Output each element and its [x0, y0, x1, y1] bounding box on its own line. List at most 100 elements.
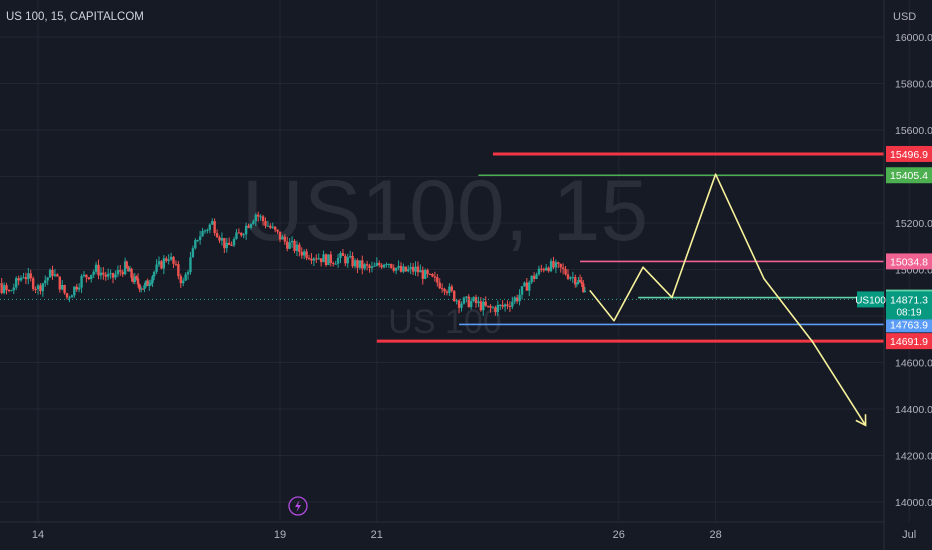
candle-body [566, 274, 570, 279]
candle-body [144, 280, 148, 286]
current-price-badge [886, 291, 932, 320]
candle-body [416, 266, 420, 273]
candle-body [380, 265, 383, 268]
projection-arrowhead [855, 414, 867, 427]
candle-body [431, 273, 434, 277]
candle-body [363, 264, 366, 269]
candle-body [201, 230, 204, 237]
candle-body [496, 305, 499, 313]
candle-body [409, 266, 412, 270]
projection-zigzag[interactable] [589, 173, 867, 426]
candle-body [257, 214, 260, 217]
candle-body [220, 238, 224, 241]
candle-body [307, 257, 311, 259]
candle-body [324, 254, 328, 266]
time-tick-label: 14 [32, 529, 44, 541]
candle-body [237, 232, 241, 234]
candle-body [457, 300, 461, 308]
candle-body [203, 230, 207, 232]
price-tick-label: 15200.0 [895, 218, 932, 230]
candle-body [348, 255, 352, 258]
candle-body [479, 301, 483, 311]
candle-body [140, 288, 143, 290]
candle-body [334, 263, 337, 265]
candle-body [165, 258, 168, 261]
time-tick-label: 21 [371, 529, 383, 541]
candle-body [242, 234, 245, 236]
candle-body [385, 264, 388, 266]
candle-body [97, 264, 100, 276]
candle-body [317, 258, 320, 260]
candle-body [240, 232, 243, 236]
chart-symbol-title[interactable]: US 100, 15, CAPITALCOM [6, 11, 144, 23]
candle-body [143, 285, 146, 289]
candle-body [312, 258, 316, 261]
candle-body [278, 231, 282, 240]
candle-body [68, 297, 71, 299]
candle-body [525, 282, 529, 291]
price-tick-label: 14600.0 [895, 358, 932, 370]
candle-body [358, 260, 362, 268]
candle-body [225, 242, 228, 249]
candle-body [179, 276, 182, 284]
candle-body [542, 268, 545, 271]
candle-body [375, 263, 378, 266]
candle-body [419, 270, 422, 273]
candle-body [571, 277, 575, 279]
price-axis[interactable]: 14000.014200.014400.014600.014800.015000… [883, 0, 932, 550]
candle-body [518, 294, 521, 302]
lightning-icon[interactable] [288, 496, 308, 516]
candle-body [177, 264, 180, 277]
candle-body [87, 277, 91, 279]
resistance-red-top-badge [886, 145, 932, 162]
candle-body [506, 304, 509, 307]
candle-body [152, 271, 156, 277]
candle-body [319, 258, 323, 263]
candle-body [174, 263, 178, 265]
candle-body [232, 238, 236, 246]
candle-body [341, 253, 345, 256]
candle-body [266, 225, 270, 227]
candle-body [141, 288, 145, 290]
candle-body [92, 271, 95, 275]
candle-body [148, 284, 151, 286]
time-tick-label: Jul [902, 529, 916, 541]
candle-body [5, 285, 8, 291]
candle-body [392, 267, 395, 271]
candle-body [315, 258, 318, 260]
candle-body [387, 263, 391, 265]
countdown-label: 08:19 [896, 307, 921, 318]
time-tick-label: 26 [613, 529, 625, 541]
candle-body [230, 245, 233, 247]
candle-body [549, 261, 553, 272]
candle-body [467, 296, 470, 308]
time-tick-label: 19 [274, 529, 286, 541]
candle-body [310, 258, 313, 261]
candle-body [130, 268, 133, 278]
candle-body [469, 301, 473, 308]
candle-body [269, 225, 272, 228]
candle-body [31, 278, 35, 289]
candle-body [557, 262, 560, 264]
time-axis[interactable]: 14 19 21 26 28 Jul [0, 521, 916, 541]
price-tick-label: 15600.0 [895, 125, 932, 137]
symbol-tag [857, 291, 884, 308]
candle-body [298, 244, 301, 252]
candle-body [535, 274, 538, 279]
candle-body [70, 295, 74, 298]
candle-body [184, 274, 187, 281]
candle-body [305, 251, 308, 258]
price-tick-label: 14200.0 [895, 451, 932, 463]
price-tick-label: 15800.0 [895, 79, 932, 91]
candle-body [271, 226, 274, 228]
candle-body [254, 214, 257, 222]
candle-body [261, 216, 265, 222]
candle-body [322, 254, 325, 263]
candle-body [574, 277, 577, 285]
candle-body [450, 286, 454, 291]
candle-body [569, 277, 572, 279]
candle-body [63, 285, 66, 294]
candle-body [223, 238, 226, 249]
candle-body [151, 276, 154, 283]
